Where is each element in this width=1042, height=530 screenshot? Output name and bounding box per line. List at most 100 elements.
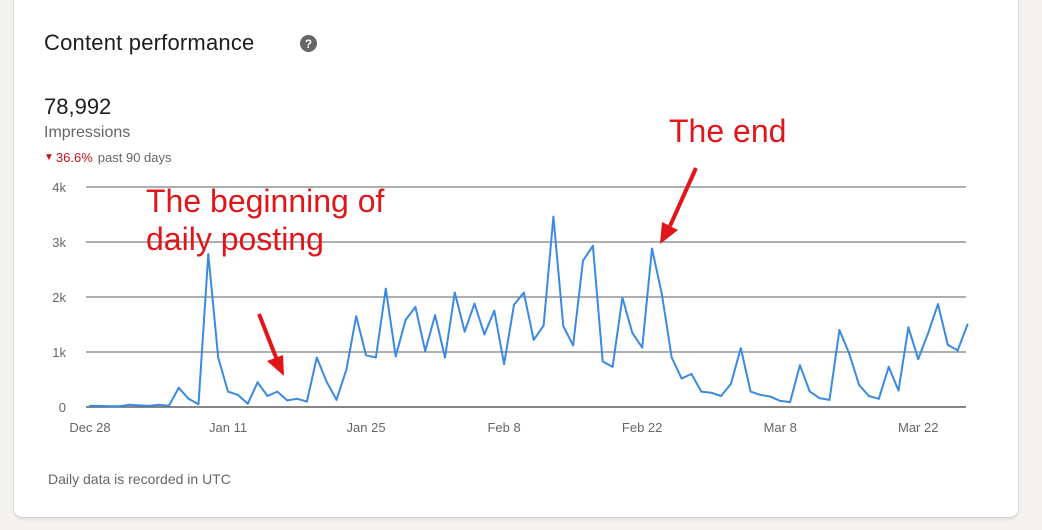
- data-point: [848, 352, 851, 355]
- data-point: [266, 395, 269, 397]
- data-point: [867, 395, 870, 397]
- data-point: [956, 349, 959, 352]
- data-point: [513, 303, 515, 306]
- data-point: [384, 287, 387, 290]
- data-point: [404, 319, 407, 322]
- impressions-series: [89, 215, 969, 408]
- data-point: [108, 405, 111, 408]
- data-point: [690, 373, 693, 375]
- x-tick-label: Dec 28: [69, 420, 110, 435]
- data-point: [710, 391, 713, 394]
- data-point: [128, 403, 131, 406]
- chart-grid: [86, 186, 966, 408]
- data-point: [453, 291, 456, 294]
- data-point: [493, 309, 496, 312]
- data-point: [660, 293, 663, 296]
- data-point: [345, 368, 348, 371]
- data-point: [621, 296, 624, 299]
- y-tick-label: 1k: [52, 345, 66, 360]
- data-point: [572, 344, 575, 347]
- x-axis-ticks: Dec 28 Jan 11 Jan 25 Feb 8 Feb 22 Mar 8 Mar 22: [69, 420, 938, 435]
- beginning-arrow: [257, 313, 284, 376]
- y-axis-ticks: 0 1k 2k 3k 4k: [52, 180, 66, 415]
- annotation-arrows: [257, 167, 698, 376]
- data-point: [148, 404, 151, 407]
- x-tick-label: Mar 8: [764, 420, 797, 435]
- data-point: [197, 403, 200, 406]
- data-point: [887, 365, 890, 368]
- data-point: [325, 380, 328, 383]
- data-point: [729, 382, 732, 385]
- data-point: [276, 390, 279, 393]
- x-tick-label: Jan 11: [209, 420, 247, 435]
- y-tick-label: 0: [59, 400, 66, 415]
- data-point: [89, 404, 91, 407]
- x-tick-label: Feb 8: [487, 420, 520, 435]
- data-point: [651, 247, 653, 250]
- data-point: [286, 399, 289, 402]
- data-point: [532, 338, 535, 341]
- data-point: [838, 329, 841, 331]
- data-point: [355, 315, 358, 318]
- data-point: [305, 400, 308, 403]
- data-point: [503, 363, 506, 366]
- data-point: [739, 347, 742, 350]
- data-point: [256, 381, 259, 384]
- change-percent: 36.6%: [55, 150, 93, 165]
- end-arrow: [660, 167, 698, 244]
- x-tick-label: Mar 22: [898, 420, 938, 435]
- data-point: [631, 331, 634, 334]
- annotation-beginning-line1: The beginning of: [146, 183, 385, 219]
- change-summary: ▼ 36.6% past 90 days: [44, 150, 172, 165]
- data-point: [808, 390, 811, 393]
- data-point: [818, 397, 821, 400]
- impressions-label: Impressions: [44, 124, 131, 141]
- data-point: [236, 393, 239, 396]
- data-point: [937, 303, 939, 306]
- data-point: [601, 360, 604, 363]
- data-point: [897, 389, 900, 392]
- impressions-total: 78,992: [44, 94, 112, 119]
- data-point: [749, 390, 752, 393]
- data-point: [877, 397, 880, 400]
- data-point: [394, 355, 397, 358]
- data-point: [641, 346, 644, 349]
- y-tick-label: 4k: [52, 180, 66, 195]
- data-point: [434, 314, 437, 317]
- question-circle-icon[interactable]: ?: [300, 35, 317, 52]
- data-point: [296, 397, 299, 400]
- x-tick-label: Jan 25: [347, 420, 386, 435]
- data-point: [424, 349, 427, 352]
- data-point: [246, 402, 249, 405]
- annotation-beginning-line2: daily posting: [146, 221, 324, 257]
- data-point: [374, 356, 377, 359]
- data-point: [167, 404, 170, 407]
- data-point: [611, 365, 614, 368]
- data-point: [966, 323, 969, 326]
- content-performance-card: [14, 0, 1018, 517]
- data-point: [927, 332, 930, 335]
- annotation-beginning: The beginning of daily posting: [146, 182, 384, 258]
- svg-text:?: ?: [305, 38, 312, 51]
- data-point: [207, 253, 210, 256]
- data-point: [700, 390, 703, 393]
- down-triangle-icon: ▼: [44, 152, 54, 163]
- utc-footnote: Daily data is recorded in UTC: [48, 471, 231, 487]
- change-period: past 90 days: [97, 150, 172, 165]
- data-point: [187, 397, 190, 400]
- data-point: [138, 404, 141, 407]
- data-point: [759, 393, 762, 396]
- data-point: [907, 326, 910, 329]
- data-point: [591, 244, 594, 247]
- data-point: [473, 302, 476, 305]
- data-point: [917, 358, 920, 361]
- data-point: [335, 398, 338, 401]
- data-point: [720, 395, 722, 397]
- data-point: [177, 386, 180, 389]
- data-point: [365, 354, 368, 357]
- y-tick-label: 3k: [52, 235, 66, 250]
- data-point: [158, 403, 160, 406]
- data-point: [444, 356, 446, 359]
- data-point: [946, 343, 949, 346]
